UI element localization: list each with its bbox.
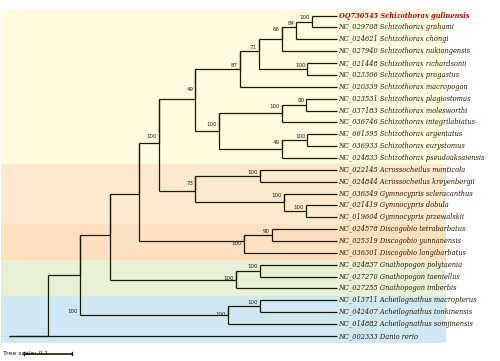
Text: 100: 100 (294, 205, 304, 210)
Text: 100: 100 (215, 312, 226, 317)
Text: NC_023531 Schizothorax plagiostomus: NC_023531 Schizothorax plagiostomus (338, 95, 471, 103)
Text: NC_019604 Gymnocypris przewalskii: NC_019604 Gymnocypris przewalskii (338, 213, 464, 221)
Text: 100: 100 (223, 276, 234, 281)
Text: NC_025319 Discogobio yunnanensis: NC_025319 Discogobio yunnanensis (338, 237, 462, 245)
Text: 87: 87 (230, 63, 237, 68)
Text: NC_002333 Danio rerio: NC_002333 Danio rerio (338, 332, 418, 340)
Text: 80: 80 (298, 99, 304, 103)
Text: 66: 66 (273, 27, 280, 32)
Bar (2, 225, 446, 260)
Bar (2, 296, 446, 343)
Text: 100: 100 (146, 134, 157, 139)
Text: NC_024833 Schizothorax pseudoaksaiensis: NC_024833 Schizothorax pseudoaksaiensis (338, 154, 485, 162)
Text: Tree scale: 0.1: Tree scale: 0.1 (4, 351, 49, 356)
Text: NC_027255 Gnathopogon imberbis: NC_027255 Gnathopogon imberbis (338, 284, 457, 292)
Text: NC_029708 Schizothorax grahami: NC_029708 Schizothorax grahami (338, 23, 454, 31)
Text: NC_020339 Schizothorax macropogon: NC_020339 Schizothorax macropogon (338, 83, 468, 91)
Text: NC_027940 Schizothorax nukiangensis: NC_027940 Schizothorax nukiangensis (338, 47, 470, 55)
Text: NC_021448 Schizothorax richardsonii: NC_021448 Schizothorax richardsonii (338, 59, 467, 67)
Text: 100: 100 (300, 16, 310, 20)
Text: 100: 100 (272, 193, 282, 198)
Text: 100: 100 (295, 134, 306, 139)
Text: NC_024578 Discogobio tetrabarbatus: NC_024578 Discogobio tetrabarbatus (338, 225, 466, 233)
Text: NC_036933 Schizothorax eurystomus: NC_036933 Schizothorax eurystomus (338, 142, 466, 150)
Text: OQ730545 Schizothorax gulinensis: OQ730545 Schizothorax gulinensis (338, 12, 469, 19)
Text: 100: 100 (248, 170, 258, 175)
Text: NC_014882 Acheilognathus somjinensis: NC_014882 Acheilognathus somjinensis (338, 320, 473, 328)
Bar (2, 164, 446, 225)
Text: NC_061395 Schizothorax argentatus: NC_061395 Schizothorax argentatus (338, 130, 463, 138)
Text: 100: 100 (231, 241, 241, 246)
Text: NC_036746 Schizothorax integrilabiatus: NC_036746 Schizothorax integrilabiatus (338, 118, 475, 126)
Text: NC_037183 Schizothorax molesworthi: NC_037183 Schizothorax molesworthi (338, 106, 468, 114)
Text: NC_027270 Gnathopogon taeniellus: NC_027270 Gnathopogon taeniellus (338, 273, 460, 280)
Text: 71: 71 (250, 45, 257, 50)
Text: 100: 100 (206, 122, 216, 127)
Bar (2, 260, 446, 296)
Text: NC_024844 Acrossocheilus kreyenbergii: NC_024844 Acrossocheilus kreyenbergii (338, 178, 475, 186)
Text: 73: 73 (186, 182, 193, 186)
Text: NC_024621 Schizothorax chongi: NC_024621 Schizothorax chongi (338, 35, 449, 43)
Text: 49: 49 (273, 140, 280, 145)
Text: 100: 100 (295, 63, 306, 68)
Text: NC_021419 Gymnocypris dobula: NC_021419 Gymnocypris dobula (338, 201, 450, 209)
Text: NC_024837 Gnathopogon polytaenia: NC_024837 Gnathopogon polytaenia (338, 261, 462, 269)
Text: NC_036301 Discogobio longibarbatus: NC_036301 Discogobio longibarbatus (338, 249, 466, 257)
Bar (2, 9, 446, 164)
Text: 49: 49 (186, 87, 193, 92)
Text: 100: 100 (248, 265, 258, 269)
Text: 100: 100 (68, 309, 78, 314)
Text: 100: 100 (270, 104, 280, 109)
Text: 84: 84 (287, 21, 294, 26)
Text: 90: 90 (263, 229, 270, 234)
Text: NC_022145 Acrossocheilus monticola: NC_022145 Acrossocheilus monticola (338, 166, 466, 174)
Text: NC_036349 Gymnocypris scleracanthus: NC_036349 Gymnocypris scleracanthus (338, 190, 473, 197)
Text: NC_013711 Acheilognathus macropterus: NC_013711 Acheilognathus macropterus (338, 296, 477, 304)
Text: 100: 100 (248, 300, 258, 305)
Text: NC_042407 Acheilognathus tonkinensis: NC_042407 Acheilognathus tonkinensis (338, 308, 472, 316)
Text: NC_023366 Schizothorax progastus: NC_023366 Schizothorax progastus (338, 71, 460, 79)
